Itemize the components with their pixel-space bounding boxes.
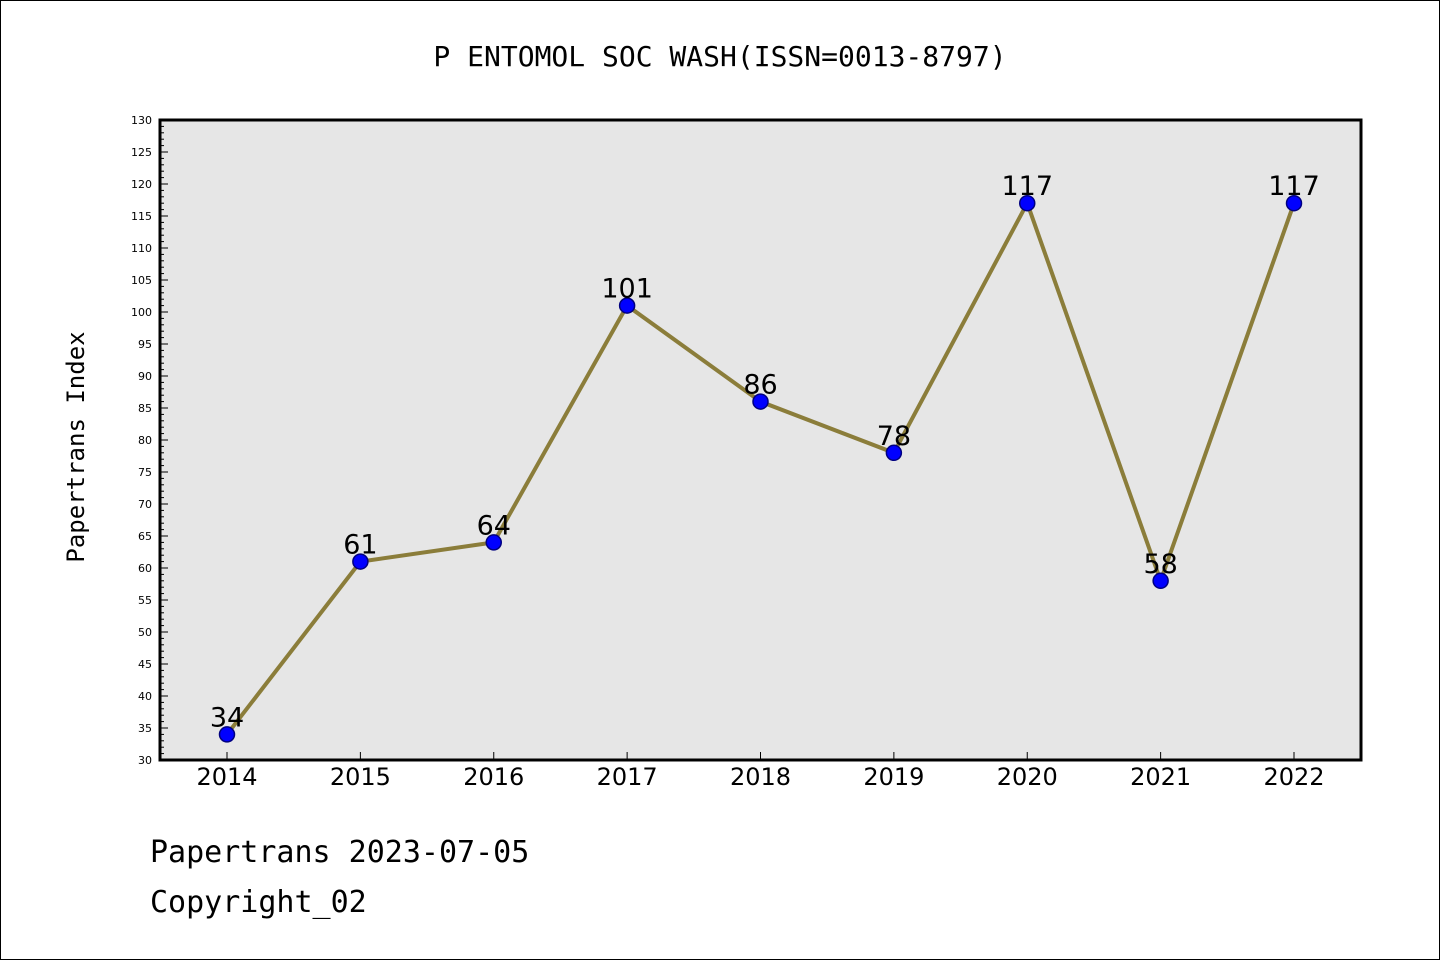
y-axis-label: Papertrans Index: [62, 331, 90, 562]
y-tick-label: 60: [138, 562, 152, 575]
x-tick-label: 2018: [730, 763, 791, 791]
data-label: 61: [343, 530, 377, 561]
y-tick-label: 110: [131, 242, 152, 255]
chart-title: P ENTOMOL SOC WASH(ISSN=0013-8797): [433, 40, 1006, 73]
plot-area: [160, 120, 1361, 760]
y-tick-label: 90: [138, 370, 152, 383]
x-tick-label: 2014: [196, 763, 257, 791]
data-label: 78: [877, 421, 911, 452]
y-tick-label: 70: [138, 498, 152, 511]
x-tick-label: 2019: [863, 763, 924, 791]
y-tick-label: 55: [138, 594, 152, 607]
y-tick-label: 75: [138, 466, 152, 479]
x-tick-label: 2017: [597, 763, 658, 791]
data-point: [218, 726, 236, 743]
x-axis: 2014 2015 2016 2017 2018 2019 2020 2021 2022: [196, 752, 1325, 791]
data-point: [752, 393, 769, 410]
data-label: 101: [601, 274, 653, 305]
data-point: [885, 444, 903, 462]
y-tick-label: 80: [138, 434, 152, 447]
data-point: [1152, 572, 1169, 590]
data-point: [1019, 194, 1036, 212]
data-point: [352, 553, 369, 570]
data-label: 64: [477, 510, 511, 541]
x-tick-label: 2016: [463, 763, 524, 791]
x-tick-label: 2015: [330, 763, 391, 791]
data-label: 117: [1001, 171, 1053, 202]
data-label: 58: [1143, 549, 1177, 580]
y-tick-label: 120: [131, 178, 152, 191]
marker-group: [218, 194, 1303, 743]
footer-copyright-text: Copyright_02: [150, 885, 367, 920]
y-tick-label: 115: [131, 210, 152, 223]
data-label: 34: [210, 702, 244, 733]
plot-border: [158, 118, 1363, 762]
data-label: 117: [1268, 171, 1320, 202]
y-tick-label: 100: [131, 306, 152, 319]
y-tick-label: 65: [138, 530, 152, 543]
y-tick-label: 35: [138, 722, 152, 735]
y-axis: 30 35 40 45 50 55 60 65 70 75 80 85 90 95 100 105 110 115…: [131, 114, 168, 767]
footer-date-text: Papertrans 2023-07-05: [150, 835, 530, 870]
y-tick-label: 125: [131, 146, 152, 159]
data-label-group: 34 61 64 101 86 78 117 58 117: [210, 171, 1320, 733]
x-tick-label: 2022: [1263, 763, 1324, 791]
x-tick-label: 2020: [997, 763, 1058, 791]
y-tick-label: 45: [138, 658, 152, 671]
y-tick-label: 105: [131, 274, 152, 287]
y-tick-label: 130: [131, 114, 152, 127]
y-tick-label: 50: [138, 626, 152, 639]
data-point: [485, 534, 502, 551]
y-tick-label: 85: [138, 402, 152, 415]
y-tick-label: 30: [138, 754, 152, 767]
data-label: 86: [743, 370, 777, 401]
data-point: [1285, 194, 1303, 212]
y-tick-label: 40: [138, 690, 152, 703]
x-tick-label: 2021: [1130, 763, 1191, 791]
data-point: [618, 297, 636, 314]
y-tick-label: 95: [138, 338, 152, 351]
